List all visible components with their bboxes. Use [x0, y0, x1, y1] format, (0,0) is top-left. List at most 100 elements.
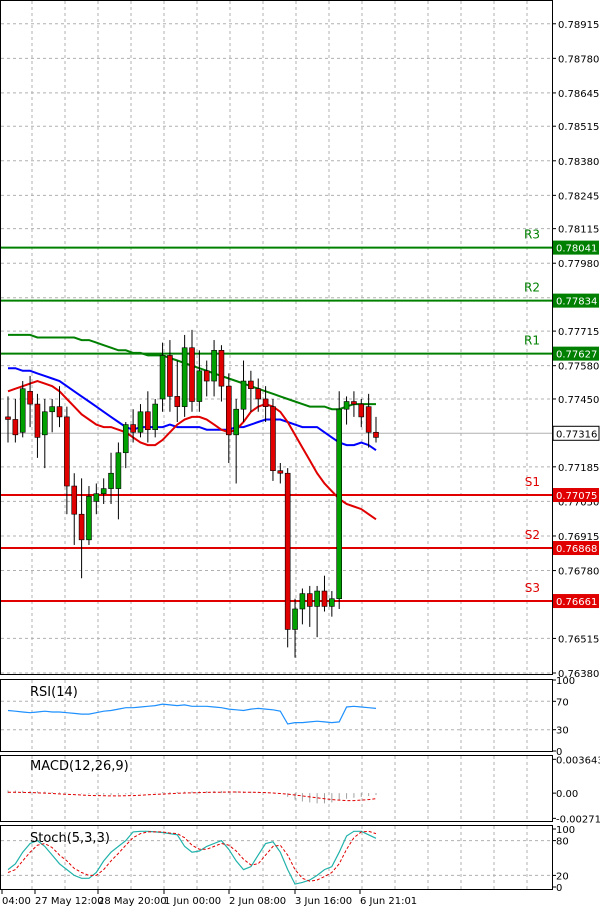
- candle-bear: [226, 385, 232, 436]
- candle-bear: [203, 370, 210, 382]
- candle-bear: [248, 380, 254, 390]
- candle-bear: [189, 347, 195, 402]
- candle-bull: [299, 593, 306, 610]
- pivot-levels: [1, 246, 552, 603]
- pivot-name-s2: S2: [525, 528, 540, 542]
- stoch-tick-label: 20: [556, 871, 569, 882]
- candle-bear: [284, 472, 291, 630]
- y-tick-label: 0.78380: [558, 157, 599, 168]
- x-tick-label: 27 May 12:00: [35, 896, 104, 907]
- y-tick-label: 0.76515: [558, 634, 599, 645]
- stoch-tick-label: 0: [556, 883, 562, 894]
- stoch-tick-label: 100: [556, 825, 575, 836]
- candle-bear: [321, 590, 328, 607]
- pivot-value-r2: 0.77834: [556, 297, 597, 308]
- y-tick-label: 0.78245: [558, 191, 599, 202]
- macd-tick-label: 0.00: [556, 789, 578, 800]
- rsi-title: RSI(14): [30, 685, 78, 700]
- candle-bear: [262, 398, 269, 407]
- pivot-value-r1: 0.77627: [556, 350, 597, 361]
- macd-signal-line: [8, 791, 377, 802]
- price-axis: 0.78915 0.78780 0.78645 0.78515 0.78380 0.782…: [552, 20, 600, 680]
- pivot-name-r3: R3: [524, 228, 540, 242]
- candle-bear: [5, 416, 11, 420]
- candle-bear: [34, 403, 41, 438]
- pivot-name-s3: S3: [525, 581, 540, 595]
- stoch-d-line: [7, 830, 377, 882]
- pivot-name-s1: S1: [525, 475, 540, 489]
- candle-bull: [86, 495, 92, 541]
- pivot-value-box-s1: [553, 488, 599, 503]
- y-tick-label: 0.76915: [558, 532, 599, 543]
- candle-bull: [152, 403, 158, 430]
- pivot-value-s3: 0.76661: [556, 597, 597, 608]
- candle-bull: [100, 488, 107, 495]
- candle-bear: [56, 406, 63, 418]
- pivot-value-box-s3: [553, 594, 599, 609]
- current-price-label: 0.77316: [556, 429, 597, 440]
- candle-bull: [329, 598, 335, 607]
- candle-bear: [358, 403, 365, 418]
- main-panel-frame: [0, 0, 553, 675]
- candle-bear: [218, 350, 225, 387]
- candle-bear: [351, 401, 357, 405]
- y-tick-label: 0.77580: [558, 362, 599, 373]
- candle-bear: [78, 513, 85, 541]
- x-tick-label: 2 Jun 08:00: [229, 896, 286, 907]
- rsi-tick-label: 30: [556, 726, 569, 737]
- candle-bear: [306, 593, 313, 607]
- macd-tick-label: -0.002716: [556, 814, 600, 825]
- macd-panel: 0.003643 0.00 -0.002716: [7, 755, 600, 825]
- y-tick-label: 0.77450: [558, 395, 599, 406]
- x-tick-label: 6 Jun 21:01: [360, 896, 417, 907]
- candle-bull: [240, 380, 247, 410]
- rsi-tick-label: 70: [556, 697, 569, 708]
- candle-bull: [122, 424, 129, 454]
- candle-bull: [41, 411, 48, 436]
- y-tick-label: 0.77050: [558, 497, 599, 508]
- stoch-title: Stoch(5,3,3): [30, 831, 110, 846]
- candle-bear: [255, 388, 262, 400]
- pivot-name-r2: R2: [524, 281, 540, 295]
- candle-bear: [130, 424, 136, 433]
- candle-bull: [292, 608, 298, 630]
- y-tick-label: 0.78915: [558, 20, 599, 31]
- candle-bull: [233, 408, 239, 436]
- y-tick-label: 0.77185: [558, 463, 599, 474]
- pivot-value-box-s2: [553, 541, 599, 556]
- candle-bear: [27, 390, 33, 405]
- ma-blue-line: [8, 367, 377, 452]
- y-tick-label: 0.78645: [558, 89, 599, 100]
- candle-bull: [93, 493, 100, 502]
- candle-bull: [211, 350, 217, 382]
- candle-bear: [277, 470, 284, 474]
- candle-bear: [373, 431, 379, 438]
- rsi-line: [7, 703, 377, 725]
- candle-bear: [174, 396, 181, 407]
- y-tick-label: 0.76380: [558, 669, 599, 680]
- candle-bear: [145, 411, 151, 430]
- candle-bear: [64, 416, 70, 487]
- macd-title: MACD(12,26,9): [30, 759, 129, 774]
- macd-tick-label: 0.003643: [556, 755, 600, 766]
- candle-bull: [343, 401, 350, 410]
- x-tick-label: 28 May 20:00: [98, 896, 167, 907]
- candle-bull: [314, 590, 320, 607]
- x-tick-label: 1 Jun 00:00: [164, 896, 221, 907]
- current-price-box: [552, 425, 600, 441]
- y-tick-label: 0.78780: [558, 54, 599, 65]
- candle-bear: [71, 485, 78, 515]
- pivot-level-labels: R3 0.78041 R2 0.77834 R1 0.77627 S1 0.77075 S2 0.…: [524, 228, 599, 609]
- candle-bull: [196, 370, 203, 402]
- candle-bear: [365, 406, 372, 433]
- pivot-value-s2: 0.76868: [556, 544, 597, 555]
- stoch-k-line: [7, 830, 377, 885]
- y-tick-label: 0.77980: [558, 259, 599, 270]
- rsi-panel-frame: [0, 679, 553, 752]
- candle-bull: [115, 452, 122, 489]
- y-tick-label: 0.76780: [558, 567, 599, 578]
- candle-bull: [19, 388, 26, 433]
- candle-bull: [49, 406, 55, 413]
